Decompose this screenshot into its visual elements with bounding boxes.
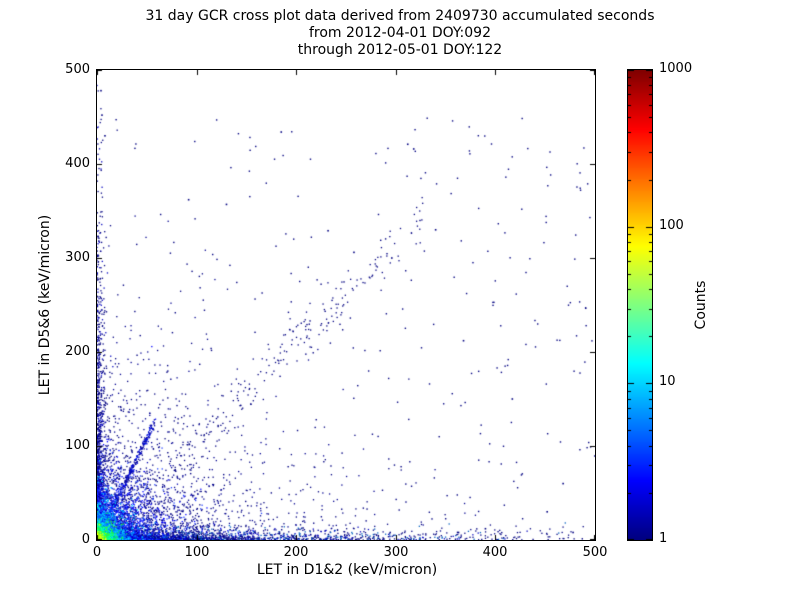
scatter-canvas bbox=[97, 70, 595, 540]
colorbar bbox=[627, 69, 653, 541]
y-tick-label: 200 bbox=[65, 344, 90, 359]
y-tick-label: 100 bbox=[65, 438, 90, 453]
plot-area bbox=[96, 69, 596, 541]
y-tick-label: 0 bbox=[81, 532, 90, 547]
colorbar-tick-label: 10 bbox=[659, 374, 676, 389]
chart-title-line-1: 31 day GCR cross plot data derived from … bbox=[145, 8, 655, 24]
y-axis-label: LET in D5&6 (keV/micron) bbox=[37, 214, 53, 396]
y-tick-label: 500 bbox=[65, 62, 90, 77]
x-tick-label: 300 bbox=[383, 545, 409, 560]
colorbar-gradient bbox=[628, 70, 652, 540]
y-tick-label: 400 bbox=[65, 156, 90, 171]
colorbar-tick-label: 1 bbox=[659, 531, 668, 546]
x-tick-label: 400 bbox=[482, 545, 508, 560]
x-tick-label: 0 bbox=[92, 545, 102, 560]
x-axis-label: LET in D1&2 (keV/micron) bbox=[256, 562, 438, 578]
y-tick-label: 300 bbox=[65, 250, 90, 265]
colorbar-label: Counts bbox=[693, 280, 709, 330]
chart-title-line-2: from 2012-04-01 DOY:092 bbox=[308, 25, 491, 41]
x-tick-label: 200 bbox=[283, 545, 309, 560]
colorbar-tick-label: 100 bbox=[659, 218, 684, 233]
x-tick-label: 100 bbox=[184, 545, 210, 560]
colorbar-tick-label: 1000 bbox=[659, 61, 693, 76]
x-tick-label: 500 bbox=[582, 545, 608, 560]
chart-title-line-3: through 2012-05-01 DOY:122 bbox=[297, 42, 503, 58]
